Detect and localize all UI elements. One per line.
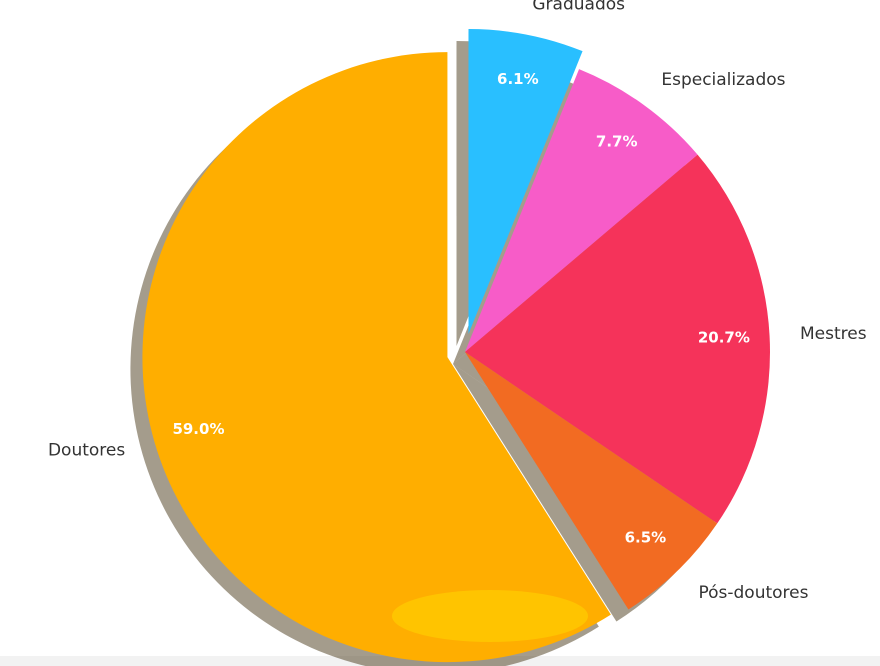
value-label: 20.7% <box>698 329 750 347</box>
wedge <box>465 352 718 610</box>
wedges <box>142 29 770 663</box>
wedge <box>468 29 583 335</box>
value-label: 7.7% <box>596 132 638 150</box>
value-label: 6.1% <box>497 70 539 88</box>
wedge <box>142 52 611 663</box>
category-label: Especializados <box>661 70 785 90</box>
category-label: Mestres <box>800 324 867 344</box>
category-label: Pós-doutores <box>698 583 808 603</box>
wedge <box>465 154 770 524</box>
category-label: Graduados <box>532 0 625 15</box>
labels: Graduados 6.1% Especializados 7.7% Mestres 20… <box>48 0 867 603</box>
value-label: 59.0% <box>172 420 224 438</box>
value-label: 6.5% <box>625 529 667 547</box>
category-label: Doutores <box>48 441 125 461</box>
highlight <box>392 590 588 642</box>
wedge <box>465 69 698 353</box>
